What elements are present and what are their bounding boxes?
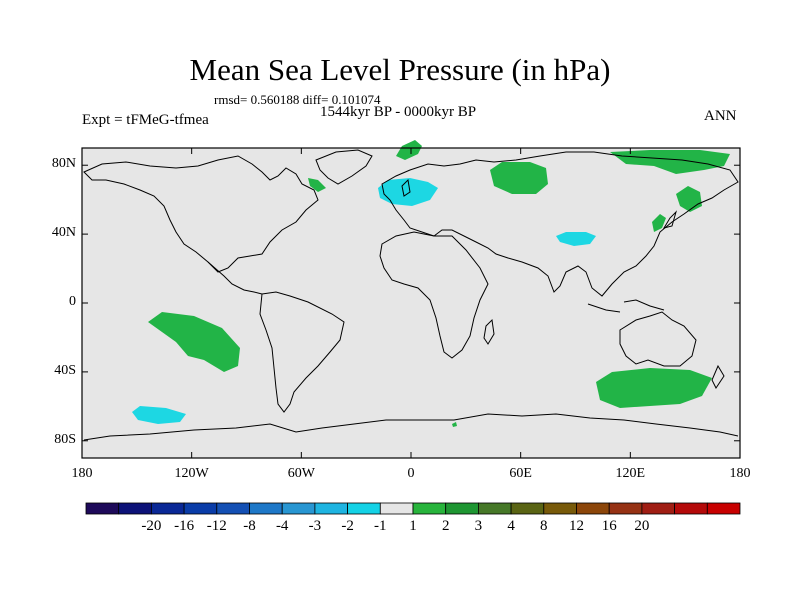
colorbar-swatch: [379, 502, 414, 515]
map-ticks: [81, 148, 741, 458]
colorbar-swatch: [608, 502, 643, 515]
coast-australia: [619, 311, 697, 367]
coast-south-america: [259, 291, 345, 413]
coast-antarctica: [83, 413, 739, 441]
region-greenland-sea: [396, 140, 422, 160]
colorbar-swatch: [216, 502, 250, 515]
lat-label: 0: [69, 294, 76, 309]
stats-text: rmsd= 0.560188 diff= 0.101074: [214, 92, 381, 107]
lon-label: 180: [71, 466, 93, 481]
region-south-pacific: [148, 312, 240, 372]
lat-label: 40S: [54, 362, 76, 378]
colorbar-swatch: [314, 502, 348, 515]
colorbar-swatch: [281, 502, 316, 515]
coastlines: [83, 149, 739, 441]
coast-eurasia: [381, 151, 739, 297]
colorbar-label: 4: [507, 518, 515, 534]
colorbar-swatch: [641, 502, 676, 515]
colorbar-label: -4: [275, 518, 289, 534]
colorbar-swatch: [674, 502, 708, 515]
colorbar-swatch: [477, 502, 512, 515]
experiment-text: Expt = tFMeG-tfmea: [82, 112, 209, 128]
lat-label: 40N: [51, 225, 76, 241]
colorbar-label: 1: [409, 518, 417, 534]
region-southern-ocean-pacific: [132, 406, 186, 424]
region-western-siberia: [490, 162, 548, 194]
colorbar-label: 3: [474, 518, 483, 534]
lon-label: 120E: [615, 466, 646, 481]
colorbar-label: -2: [341, 518, 354, 534]
colorbar-swatch: [249, 502, 283, 515]
region-tibet: [556, 232, 596, 246]
coast-africa: [379, 231, 489, 359]
region-southern-ocean-australia: [596, 368, 712, 408]
season-text: ANN: [704, 108, 737, 124]
colorbar-swatch: [510, 502, 545, 515]
colorbar-swatch: [183, 502, 218, 515]
colorbar-label: -8: [243, 518, 256, 534]
colorbar-swatch: [347, 502, 381, 515]
colorbar-swatch: [85, 502, 120, 515]
coast-central-america: [207, 261, 263, 295]
colorbar: [85, 502, 741, 515]
colorbar-swatch: [445, 502, 479, 515]
colorbar-label: -3: [308, 518, 322, 534]
lat-label: 80S: [54, 431, 76, 447]
plot-title: Mean Sea Level Pressure (in hPa): [189, 52, 611, 87]
coast-new-zealand: [711, 364, 725, 389]
colorbar-label: 2: [441, 518, 450, 534]
region-north-atlantic-europe: [378, 178, 438, 206]
colorbar-label: 20: [634, 518, 650, 534]
anomaly-regions: [132, 140, 730, 427]
colorbar-label: -1: [374, 518, 387, 534]
coast-greenland: [315, 149, 373, 185]
colorbar-swatch: [576, 502, 610, 515]
lon-label: 180: [729, 466, 751, 481]
colorbar-label: -20: [141, 518, 162, 534]
lat-label: 80N: [51, 156, 76, 172]
colorbar-swatch: [706, 502, 741, 515]
colorbar-label: 12: [569, 518, 584, 534]
lon-label: 60E: [509, 466, 532, 481]
region-arctic-east-siberia: [610, 150, 730, 174]
lon-label: 0: [407, 466, 415, 481]
colorbar-label: -16: [174, 518, 195, 534]
coast-britain: [401, 178, 411, 197]
colorbar-label: -12: [206, 518, 227, 534]
coast-madagascar: [483, 318, 495, 345]
coast-indonesia: [587, 299, 665, 313]
colorbar-swatch: [150, 502, 185, 515]
colorbar-label: 16: [601, 518, 617, 534]
lon-label: 60W: [287, 466, 315, 481]
colorbar-label: 8: [540, 518, 548, 534]
region-japan: [652, 214, 666, 232]
region-labrador: [308, 178, 326, 192]
period-text: 1544kyr BP - 0000kyr BP: [320, 104, 477, 120]
lon-label: 120W: [174, 466, 209, 481]
coast-north-america: [83, 155, 319, 273]
region-antarctic-point: [452, 422, 457, 427]
colorbar-swatch: [412, 502, 447, 515]
coast-japan-isl: [662, 210, 678, 229]
colorbar-swatch: [543, 502, 577, 515]
colorbar-swatch: [118, 502, 152, 515]
